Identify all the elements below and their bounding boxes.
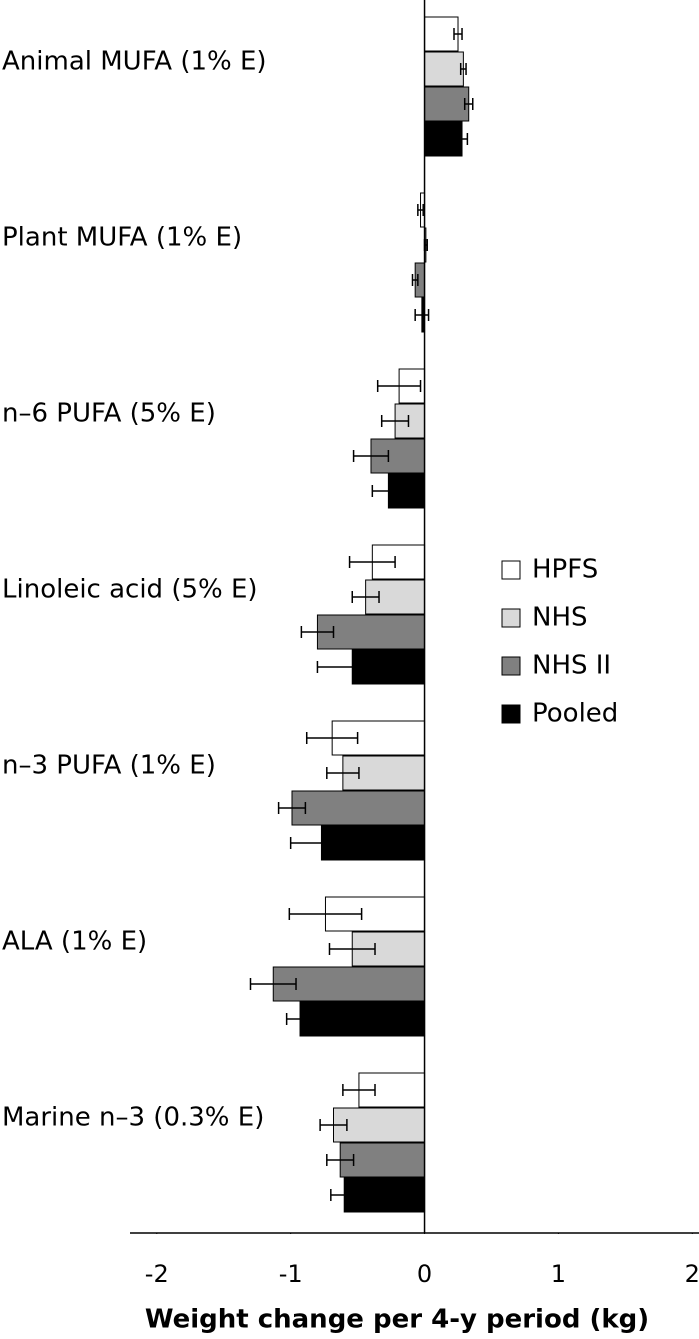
bar [299, 1001, 426, 1037]
category-label: n–3 PUFA (1% E) [2, 751, 216, 781]
legend-swatch [501, 704, 521, 724]
bar [291, 790, 426, 826]
category-label: Plant MUFA (1% E) [2, 223, 242, 253]
x-axis-label: Weight change per 4-y period (kg) [145, 1305, 649, 1335]
category-label: Linoleic acid (5% E) [2, 575, 258, 605]
legend-swatch [501, 608, 521, 628]
bar [424, 16, 459, 52]
legend-label: HPFS [532, 555, 598, 585]
bar [272, 966, 426, 1002]
category-label: n–6 PUFA (5% E) [2, 399, 216, 429]
x-tick-label: 2 [685, 1260, 699, 1288]
bar [316, 614, 426, 650]
category-label: Marine n–3 (0.3% E) [2, 1103, 264, 1133]
legend-swatch [501, 560, 521, 580]
x-tick-label: 1 [551, 1260, 566, 1288]
x-tick-label: -2 [145, 1260, 169, 1288]
x-tick-label: -1 [279, 1260, 303, 1288]
bar [424, 86, 470, 122]
category-label: ALA (1% E) [2, 927, 147, 957]
legend-label: NHS II [532, 651, 611, 681]
legend-label: Pooled [532, 699, 618, 729]
legend-label: NHS [532, 603, 588, 633]
legend-swatch [501, 656, 521, 676]
bar [424, 51, 464, 87]
category-label: Animal MUFA (1% E) [2, 47, 267, 77]
x-tick-label: 0 [417, 1260, 432, 1288]
